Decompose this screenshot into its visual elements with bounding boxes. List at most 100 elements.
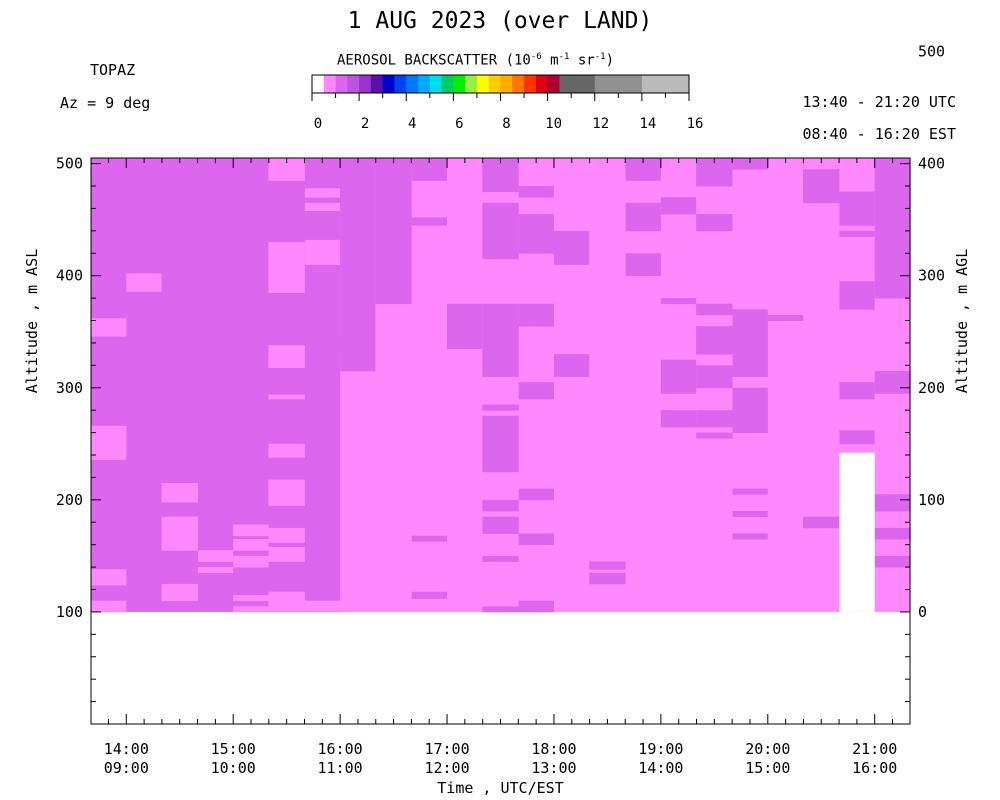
heatmap-cell-17-1 [696, 410, 734, 428]
x-tick-label-utc: 18:00 [531, 740, 576, 758]
heatmap-cell-20-0 [803, 516, 841, 529]
heatmap-cell-15-1 [625, 202, 662, 232]
heatmap-cell-4-0 [233, 606, 270, 613]
heatmap-cell-22-1 [874, 527, 911, 540]
heatmap-cell-13-0 [553, 354, 590, 377]
heatmap-cell-11-1 [482, 555, 520, 562]
heatmap-cell-1-0 [126, 273, 163, 292]
heatmap-cell-15-2 [625, 158, 662, 181]
heatmap-cell-7-1 [340, 337, 377, 349]
colorbar-segment-6 [382, 75, 395, 93]
heatmap-cell-10-0 [447, 303, 483, 349]
heatmap-cell-5-0 [268, 591, 306, 613]
heatmap-cell-21-2 [839, 281, 876, 310]
heatmap-cell-18-4 [732, 309, 769, 377]
x-tick-label-est: 11:00 [318, 759, 363, 777]
x-axis-label: Time , UTC/EST [437, 779, 563, 797]
heatmap-column-18 [732, 158, 769, 612]
utc-time-range: 13:40 - 21:20 UTC [802, 93, 956, 111]
x-tick-label-utc: 20:00 [745, 740, 790, 758]
chart-title: 1 AUG 2023 (over LAND) [347, 8, 653, 34]
colorbar-tick-label: 4 [408, 116, 416, 132]
heatmap-cell-12-4 [518, 303, 555, 327]
heatmap-cell-13-1 [553, 230, 590, 265]
heatmap-cell-22-2 [874, 494, 911, 512]
heatmap-cell-11-5 [482, 404, 520, 411]
y-tick-label-right: 0 [918, 603, 927, 621]
x-tick-label-est: 16:00 [852, 759, 897, 777]
y-tick-label-left: 200 [56, 491, 83, 509]
colorbar-tick-label: 0 [314, 116, 322, 132]
colorbar-tick-label: 2 [361, 116, 369, 132]
heatmap-cell-0-0 [91, 600, 127, 613]
y-tick-label-right: 300 [918, 267, 945, 285]
heatmap-cell-2-0 [161, 583, 199, 602]
heatmap-cell-6-1 [304, 239, 341, 265]
heatmap-cell-11-6 [482, 303, 520, 377]
colorbar-tick-label: 6 [455, 116, 463, 132]
x-tick-label-utc: 14:00 [104, 740, 149, 758]
heatmap-cell-0-2 [91, 425, 127, 460]
colorbar-title-suffix: ) [605, 52, 614, 69]
heatmap-cell-11-7 [482, 202, 520, 260]
heatmap-cell-21-4 [839, 191, 876, 226]
colorbar-segment-7 [394, 75, 407, 93]
colorbar-title-mid1: m [541, 52, 559, 69]
heatmap-cell-18-5 [732, 158, 769, 170]
colorbar-segment-23 [641, 75, 690, 93]
heatmap-cell-4-3 [233, 539, 270, 551]
x-tick-label-est: 10:00 [211, 759, 256, 777]
colorbar-segment-18 [524, 75, 537, 93]
colorbar-segment-19 [535, 75, 549, 93]
colorbar-tick-label: 10 [545, 116, 562, 132]
heatmap-cell-5-1 [268, 546, 306, 562]
heatmap-cell-12-0 [518, 600, 555, 613]
missing-profile-0 [839, 452, 875, 612]
heatmap-cell-0-1 [91, 569, 127, 586]
colorbar-segment-4 [359, 75, 372, 93]
heatmap-cell-11-3 [482, 499, 520, 512]
heatmap-cell-8-0 [375, 158, 413, 305]
heatmap-cell-6-3 [304, 188, 341, 198]
heatmap-cell-9-0 [411, 158, 448, 181]
y-axis-label-right: Altitude , m AGL [953, 249, 971, 394]
heatmap-cell-16-1 [660, 359, 697, 394]
heatmap-cell-12-3 [518, 382, 555, 400]
y-tick-label-left: 100 [56, 603, 83, 621]
heatmap-cell-19-0 [767, 314, 804, 321]
y-tick-label-left: 300 [56, 379, 83, 397]
heatmap-cell-11-8 [482, 158, 520, 193]
heatmap-cell-4-1 [233, 595, 270, 602]
heatmap-cell-5-2 [268, 527, 306, 543]
heatmap-cell-20-1 [803, 169, 841, 204]
heatmap-cell-2-1 [161, 516, 199, 551]
heatmap-column-13 [553, 158, 590, 612]
x-tick-label-utc: 19:00 [638, 740, 683, 758]
heatmap-column-3 [197, 158, 234, 612]
colorbar-segment-17 [512, 75, 525, 93]
heatmap-cell-4-4 [233, 524, 270, 537]
colorbar-tick-label: 14 [639, 116, 656, 132]
heatmap-column-5 [268, 158, 306, 612]
x-tick-label-est: 15:00 [745, 759, 790, 777]
heatmap-cell-17-0 [696, 432, 734, 439]
est-time-range: 08:40 - 16:20 EST [802, 125, 956, 143]
heatmap-cell-12-6 [518, 186, 555, 198]
colorbar-title: AEROSOL BACKSCATTER (10-6 m-1 sr-1) [337, 52, 614, 69]
heatmap-cell-18-0 [732, 533, 769, 540]
heatmap-cell-18-2 [732, 488, 769, 495]
heatmap-cell-11-4 [482, 415, 520, 473]
colorbar-title-mid2: sr [569, 52, 595, 69]
heatmap-cell-11-2 [482, 516, 520, 534]
heatmap-cell-5-5 [268, 394, 306, 400]
x-tick-label-est: 12:00 [424, 759, 469, 777]
colorbar-tick-label: 16 [687, 116, 704, 132]
heatmap-cell-15-0 [625, 253, 662, 277]
colorbar-segment-21 [559, 75, 596, 93]
heatmap-cell-3-0 [197, 567, 234, 574]
colorbar-segment-8 [406, 75, 419, 93]
y-tick-label-left: 400 [56, 267, 83, 285]
y-tick-label-left: 500 [56, 155, 83, 173]
heatmap-cell-17-2 [696, 365, 734, 389]
